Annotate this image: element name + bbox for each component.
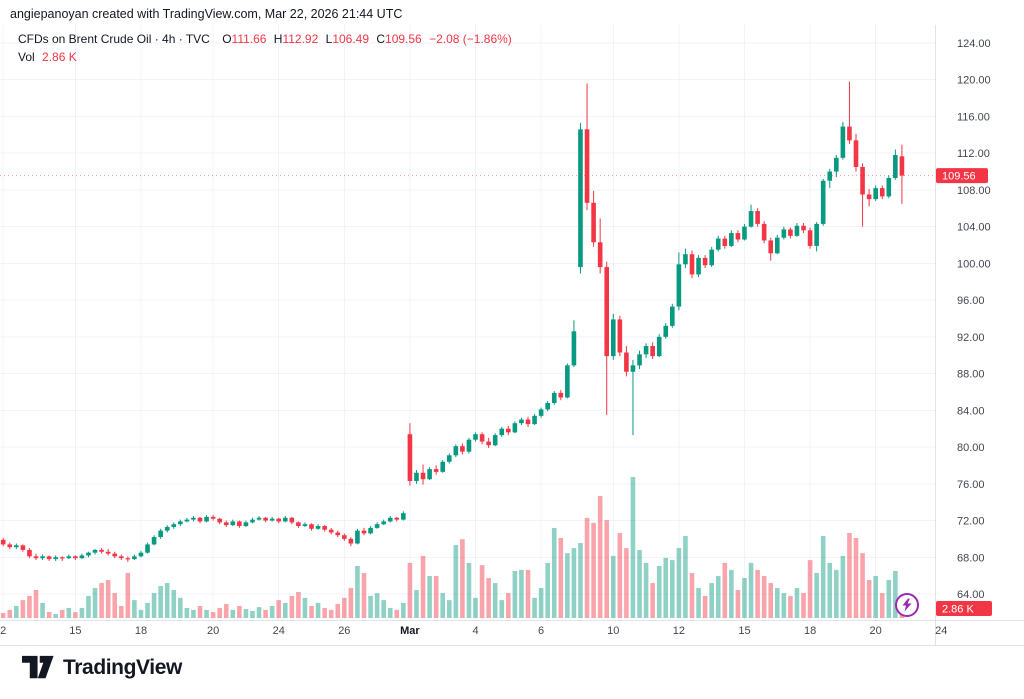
close-label: C: [376, 32, 386, 46]
svg-text:20: 20: [870, 625, 882, 637]
svg-text:18: 18: [804, 625, 816, 637]
svg-text:100.00: 100.00: [957, 258, 991, 270]
last-volume-badge: 2.86 K: [936, 601, 992, 616]
lightning-bolt-icon: [902, 598, 912, 612]
candles-layer[interactable]: [0, 81, 905, 562]
svg-text:12: 12: [673, 625, 685, 637]
svg-text:2: 2: [0, 625, 6, 637]
change-value: −2.08 (−1.86%): [429, 32, 512, 46]
svg-text:4: 4: [472, 625, 478, 637]
svg-text:72.00: 72.00: [957, 516, 985, 528]
tradingview-logo-mark: [22, 655, 54, 679]
svg-text:116.00: 116.00: [957, 111, 990, 123]
svg-text:108.00: 108.00: [957, 185, 991, 197]
svg-text:2.86 K: 2.86 K: [942, 604, 974, 616]
svg-text:20: 20: [207, 625, 219, 637]
svg-text:15: 15: [69, 625, 81, 637]
time-axis[interactable]: 2 15 18 20 24 26 Mar 4 6 10 12 15 18 20 24: [0, 625, 947, 637]
legend-row-main: CFDs on Brent Crude Oil · 4h · TVC O111.…: [18, 30, 512, 48]
svg-text:24: 24: [273, 625, 285, 637]
last-price-badge: 109.56: [936, 168, 988, 184]
svg-text:68.00: 68.00: [957, 552, 985, 564]
tradingview-logo[interactable]: TradingView: [22, 654, 182, 681]
volume-value: 2.86 K: [42, 50, 77, 64]
close-value: 109.56: [385, 32, 422, 46]
svg-text:112.00: 112.00: [957, 148, 990, 160]
svg-text:120.00: 120.00: [957, 75, 991, 87]
symbol-legend: CFDs on Brent Crude Oil · 4h · TVC O111.…: [18, 30, 512, 66]
svg-text:18: 18: [135, 625, 147, 637]
svg-text:92.00: 92.00: [957, 332, 985, 344]
low-label: L: [325, 32, 333, 46]
svg-text:6: 6: [538, 625, 544, 637]
high-label: H: [273, 32, 283, 46]
open-value: 111.66: [231, 32, 267, 46]
high-value: 112.92: [282, 32, 319, 46]
axis-separators: [0, 25, 1024, 646]
volume-layer: [0, 477, 905, 618]
svg-text:104.00: 104.00: [957, 222, 991, 234]
svg-text:64.00: 64.00: [957, 589, 985, 601]
svg-text:80.00: 80.00: [957, 442, 985, 454]
svg-text:84.00: 84.00: [957, 405, 985, 417]
attribution-text: angiepanoyan created with TradingView.co…: [10, 7, 403, 21]
low-value: 106.49: [332, 32, 370, 46]
svg-text:15: 15: [738, 625, 750, 637]
svg-text:Mar: Mar: [400, 625, 420, 637]
flash-icon[interactable]: [895, 593, 919, 617]
open-label: O: [222, 32, 232, 46]
svg-text:109.56: 109.56: [942, 171, 976, 183]
svg-text:26: 26: [338, 625, 350, 637]
svg-text:10: 10: [607, 625, 619, 637]
svg-text:124.00: 124.00: [957, 38, 991, 50]
svg-text:24: 24: [935, 625, 947, 637]
svg-text:96.00: 96.00: [957, 295, 985, 307]
price-axis[interactable]: 124.00 120.00 116.00 112.00 108.00 104.00 100.…: [957, 38, 991, 601]
grid-lines: [0, 25, 935, 621]
svg-text:76.00: 76.00: [957, 479, 985, 491]
legend-row-volume: Vol 2.86 K: [18, 48, 512, 66]
symbol-title[interactable]: CFDs on Brent Crude Oil · 4h · TVC: [18, 32, 210, 46]
svg-text:88.00: 88.00: [957, 369, 985, 381]
volume-label: Vol: [18, 50, 35, 64]
tradingview-logo-text: TradingView: [63, 655, 182, 679]
